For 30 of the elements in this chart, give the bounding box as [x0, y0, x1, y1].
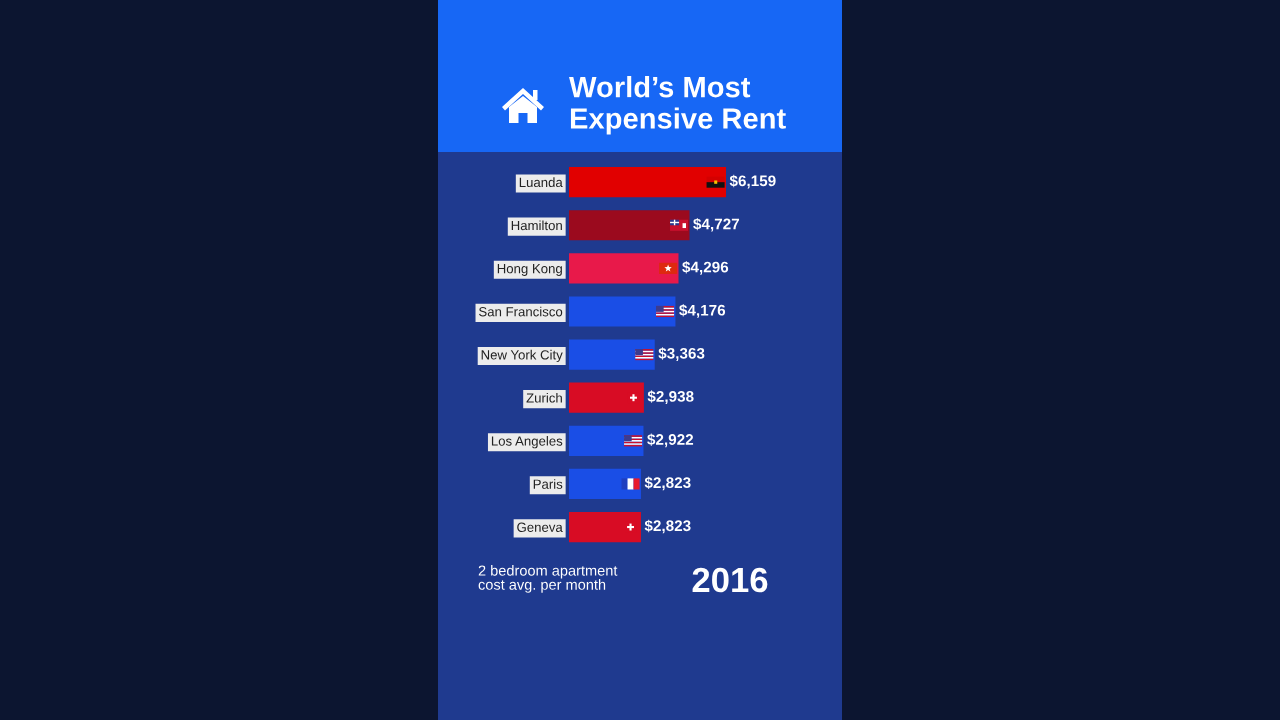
data-label: $6,159	[729, 174, 776, 189]
bar	[569, 511, 641, 543]
y-tick-label: Hamilton	[511, 220, 562, 231]
y-tick-label: Paris	[533, 479, 563, 489]
y-tick-label: Hong Kong	[497, 264, 562, 276]
bar	[569, 210, 690, 241]
bar	[569, 167, 726, 198]
bar	[569, 382, 644, 413]
data-label: $4,176	[679, 304, 726, 318]
y-tick-label: Luanda	[519, 177, 563, 188]
data-label: $3,363	[658, 347, 705, 361]
y-tick-label: Zurich	[526, 392, 562, 403]
y-tick-label: New York City	[481, 349, 563, 363]
data-label: $2,823	[644, 476, 691, 491]
y-tick-label: San Francisco	[479, 306, 563, 317]
data-label: $2,922	[647, 433, 694, 448]
text: 2016	[692, 567, 768, 593]
bar	[569, 253, 679, 284]
y-tick-label: Geneva	[517, 522, 563, 532]
chart-title: World’s Most Expensive Rent	[569, 76, 786, 135]
data-label: $4,296	[682, 260, 729, 275]
bar	[569, 296, 676, 327]
bar	[569, 339, 655, 370]
data-label: $2,823	[644, 519, 691, 534]
y-tick-label: Los Angeles	[491, 436, 563, 449]
bar	[569, 425, 644, 456]
text: 2 bedroom apartment cost avg. per month	[478, 565, 618, 593]
bar	[569, 468, 641, 500]
data-label: $2,938	[647, 390, 694, 405]
data-label: $4,727	[693, 217, 740, 232]
